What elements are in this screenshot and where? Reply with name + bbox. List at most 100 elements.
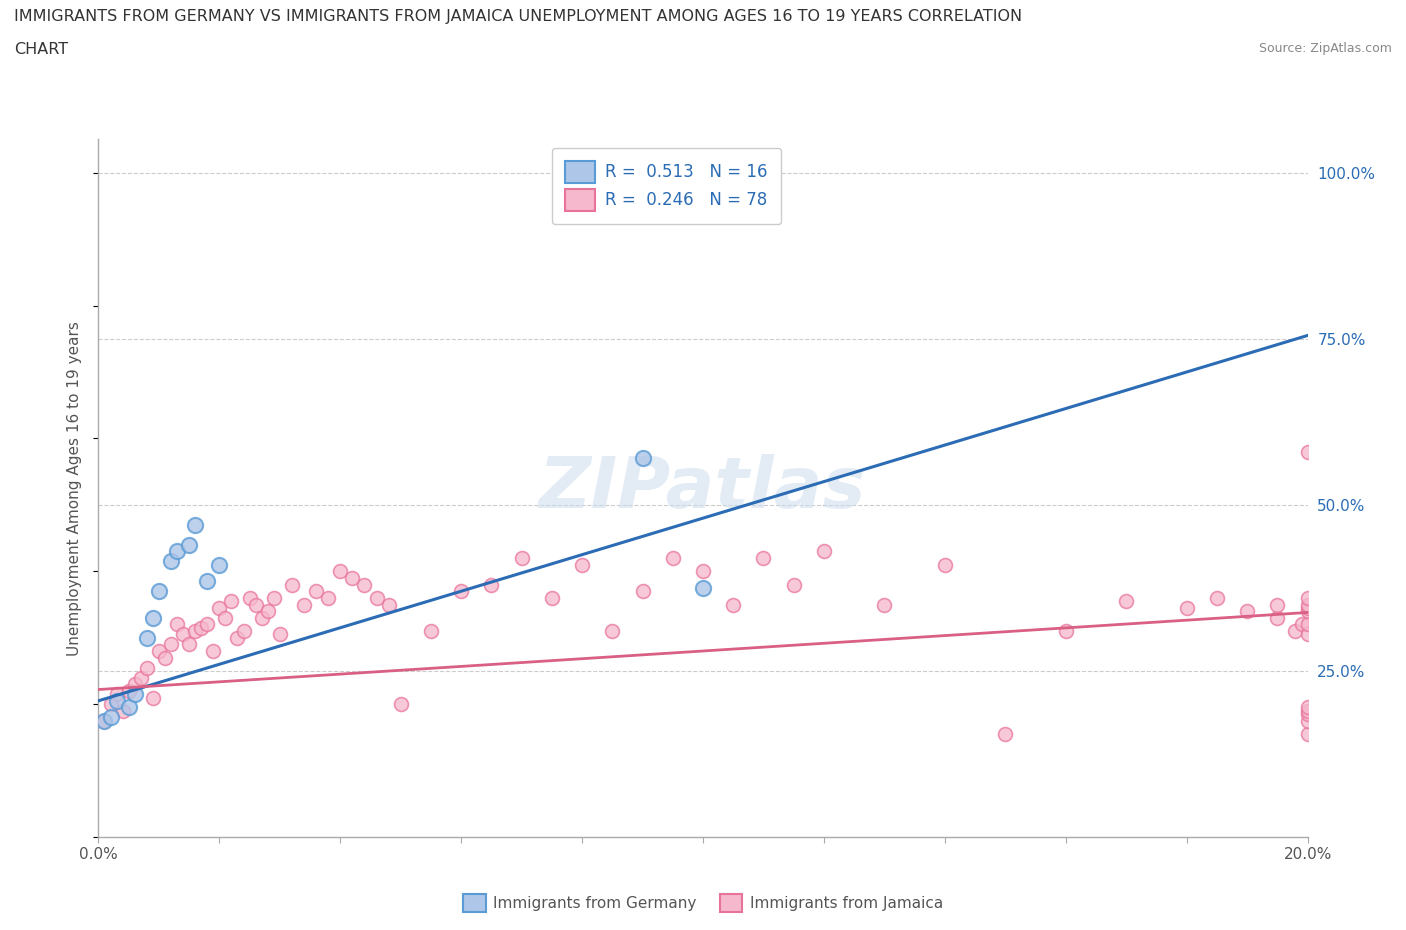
Point [481,578,503,592]
Point [160,554,183,569]
Point [1296,604,1319,618]
Point [602,624,624,639]
Point [202,644,225,658]
Point [1206,591,1229,605]
Point [208,557,231,572]
Point [160,637,183,652]
Point [1296,707,1319,722]
Point [239,591,262,605]
Point [281,578,304,592]
Point [994,726,1017,741]
Y-axis label: Unemployment Among Ages 16 to 19 years: Unemployment Among Ages 16 to 19 years [67,321,83,656]
Point [366,591,388,605]
Point [692,564,714,578]
Point [179,538,201,552]
Point [269,627,291,642]
Point [190,620,212,635]
Point [148,584,170,599]
Point [1296,591,1319,605]
Point [540,591,562,605]
Point [195,574,218,589]
Point [723,597,745,612]
Point [226,631,249,645]
Point [1267,610,1289,625]
Point [142,690,165,705]
Point [1296,700,1319,715]
Point [263,591,285,605]
Point [124,677,146,692]
Point [420,624,443,639]
Legend: R =  0.513   N = 16, R =  0.246   N = 78: R = 0.513 N = 16, R = 0.246 N = 78 [553,148,782,224]
Point [305,584,328,599]
Point [377,597,399,612]
Point [184,517,207,532]
Text: ZIPatlas: ZIPatlas [540,454,866,523]
Point [221,593,243,608]
Point [1115,593,1137,608]
Legend: Immigrants from Germany, Immigrants from Jamaica: Immigrants from Germany, Immigrants from… [457,888,949,918]
Text: CHART: CHART [14,42,67,57]
Point [934,557,956,572]
Point [172,627,194,642]
Point [783,578,806,592]
Point [208,601,231,616]
Point [129,671,152,685]
Point [232,624,254,639]
Point [256,604,278,618]
Point [662,551,685,565]
Point [873,597,896,612]
Point [1175,601,1198,616]
Point [292,597,315,612]
Point [105,686,128,701]
Point [245,597,267,612]
Point [450,584,472,599]
Point [148,644,170,658]
Point [166,544,188,559]
Point [153,650,176,665]
Point [1296,627,1319,642]
Point [105,694,128,709]
Point [166,617,188,631]
Point [1296,445,1319,459]
Point [93,713,115,728]
Point [316,591,339,605]
Point [1296,703,1319,718]
Point [118,700,141,715]
Point [179,637,201,652]
Point [1054,624,1077,639]
Point [124,686,146,701]
Point [142,610,165,625]
Point [752,551,775,565]
Point [1284,624,1306,639]
Point [100,710,122,724]
Point [195,617,218,631]
Point [135,631,157,645]
Point [1296,617,1319,631]
Point [1296,601,1319,616]
Point [813,544,835,559]
Point [1296,713,1319,728]
Point [93,713,115,728]
Text: IMMIGRANTS FROM GERMANY VS IMMIGRANTS FROM JAMAICA UNEMPLOYMENT AMONG AGES 16 TO: IMMIGRANTS FROM GERMANY VS IMMIGRANTS FR… [14,9,1022,24]
Point [111,703,134,718]
Point [692,580,714,595]
Text: Source: ZipAtlas.com: Source: ZipAtlas.com [1258,42,1392,55]
Point [184,624,207,639]
Point [250,610,273,625]
Point [1291,617,1313,631]
Point [1267,597,1289,612]
Point [1296,726,1319,741]
Point [329,564,352,578]
Point [631,451,654,466]
Point [353,578,375,592]
Point [214,610,236,625]
Point [631,584,654,599]
Point [118,684,141,698]
Point [1296,597,1319,612]
Point [100,697,122,711]
Point [571,557,593,572]
Point [1236,604,1258,618]
Point [342,570,364,585]
Point [389,697,412,711]
Point [135,660,157,675]
